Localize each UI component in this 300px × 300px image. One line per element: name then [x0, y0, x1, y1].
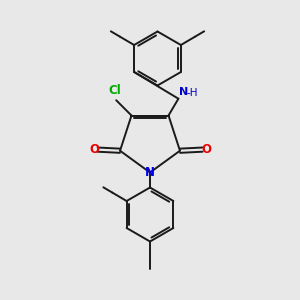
Text: O: O — [89, 143, 99, 156]
Text: N: N — [179, 87, 188, 97]
Text: O: O — [201, 143, 211, 156]
Text: Cl: Cl — [108, 84, 121, 97]
Text: N: N — [145, 166, 155, 179]
Text: -H: -H — [187, 88, 198, 98]
